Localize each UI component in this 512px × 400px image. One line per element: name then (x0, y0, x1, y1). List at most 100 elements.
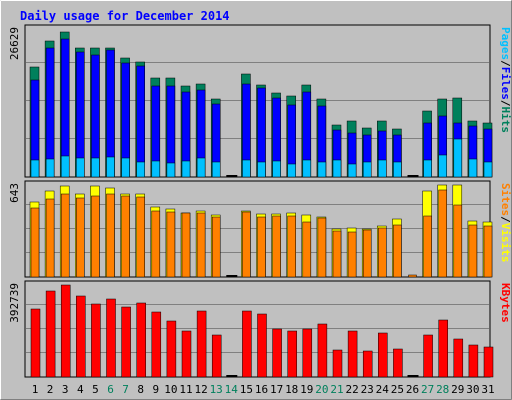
bar-kbytes (151, 311, 162, 378)
bar-pages (272, 160, 281, 178)
bar-sites (45, 198, 55, 278)
bar-kbytes (76, 295, 86, 378)
x-tick-label: 10 (164, 383, 177, 396)
bar-kbytes (30, 308, 41, 378)
bar-sites (211, 216, 221, 278)
bar-pages (468, 158, 478, 178)
x-tick-label: 9 (152, 383, 159, 396)
bar-pages (91, 157, 100, 178)
bar-kbytes (242, 310, 252, 378)
bar-pages (317, 161, 327, 178)
bar-kbytes (166, 320, 177, 378)
x-tick-label: 17 (270, 383, 283, 396)
x-tick-label: 27 (421, 383, 434, 396)
bar-sites (272, 215, 281, 278)
bar-sites (287, 215, 296, 278)
bar-kbytes (483, 346, 494, 378)
x-tick-label: 26 (406, 383, 419, 396)
bar-pages (257, 161, 266, 178)
bar-kbytes (362, 350, 373, 378)
bar-pages (30, 159, 40, 178)
bar-pages (211, 161, 221, 178)
bar-sites (317, 217, 327, 278)
bar-pages (302, 159, 312, 178)
legend-separator: / (499, 216, 512, 223)
bar-pages (332, 159, 342, 178)
bar-sites (408, 274, 417, 278)
bar-files (136, 65, 145, 178)
bar-pages (453, 138, 463, 178)
chart-title: Daily usage for December 2014 (20, 9, 230, 23)
legend-hits: Hits (499, 107, 512, 134)
bar-pages (423, 159, 432, 178)
bar-sites (106, 193, 115, 278)
bar-sites (242, 211, 251, 278)
bar-pages (362, 161, 372, 178)
bar-kbytes (423, 334, 433, 378)
bar-kbytes (181, 330, 192, 378)
legend-pages: Pages (499, 27, 512, 60)
x-tick-label: 2 (47, 383, 54, 396)
legend-kbytes: KBytes (499, 283, 512, 323)
bar-sites (76, 197, 85, 278)
bar-pages (106, 156, 115, 178)
bar-kbytes (438, 319, 448, 378)
bar-sites (257, 216, 266, 278)
bar-kbytes (257, 313, 267, 378)
legend-visits-sites: Sites/Visits (499, 183, 512, 263)
x-tick-label: 15 (240, 383, 253, 396)
bar-sites (60, 193, 70, 278)
bar-sites (181, 212, 191, 278)
bar-kbytes (91, 303, 101, 378)
x-tick-label: 12 (194, 383, 207, 396)
legend-separator: / (499, 60, 512, 67)
bar-kbytes (378, 332, 388, 378)
legend-files: Files (499, 67, 512, 100)
bar-sites (483, 225, 493, 278)
x-tick-label: 23 (361, 383, 374, 396)
bar-sites (91, 195, 100, 278)
y-max-label-hits: 26629 (8, 27, 21, 60)
x-tick-label: 14 (225, 383, 239, 396)
bar-sites (136, 196, 145, 278)
bar-pages (393, 161, 402, 178)
bar-pages (196, 157, 206, 178)
y-max-label-kbytes: 392739 (8, 283, 21, 323)
bar-sites (453, 204, 463, 278)
bar-pages (166, 162, 176, 178)
bar-kbytes (347, 330, 358, 378)
x-tick-label: 6 (107, 383, 114, 396)
bar-kbytes (272, 328, 282, 378)
bar-kbytes (332, 349, 343, 378)
legend-kbytes: KBytes (499, 283, 512, 323)
bar-pages (287, 163, 296, 178)
bar-sites (468, 224, 478, 278)
bar-kbytes (60, 284, 71, 378)
x-tick-label: 11 (179, 383, 192, 396)
x-tick-label: 31 (481, 383, 494, 396)
x-tick-label: 19 (300, 383, 313, 396)
x-tick-label: 4 (77, 383, 84, 396)
bar-pages (378, 159, 387, 178)
bar-kbytes (121, 306, 131, 378)
y-max-label-visits: 643 (8, 183, 21, 203)
x-tick-label: 8 (137, 383, 144, 396)
bar-sites (302, 221, 312, 278)
legend-sites: Sites (499, 183, 512, 216)
bar-sites (196, 212, 206, 278)
bar-kbytes (302, 328, 313, 378)
bar-files (45, 47, 55, 178)
x-tick-label: 21 (330, 383, 343, 396)
x-tick-label: 22 (345, 383, 358, 396)
bar-kbytes (453, 338, 464, 378)
bar-sites (362, 229, 372, 278)
bar-sites (151, 210, 161, 278)
legend-hits-files-pages: Pages/Files/Hits (499, 27, 512, 133)
bar-sites (378, 227, 387, 278)
x-tick-label: 20 (315, 383, 328, 396)
bar-sites (347, 231, 357, 278)
bar-pages (136, 161, 145, 178)
bar-kbytes (287, 330, 297, 378)
legend-visits: Visits (499, 223, 512, 263)
bar-pages (151, 160, 161, 178)
